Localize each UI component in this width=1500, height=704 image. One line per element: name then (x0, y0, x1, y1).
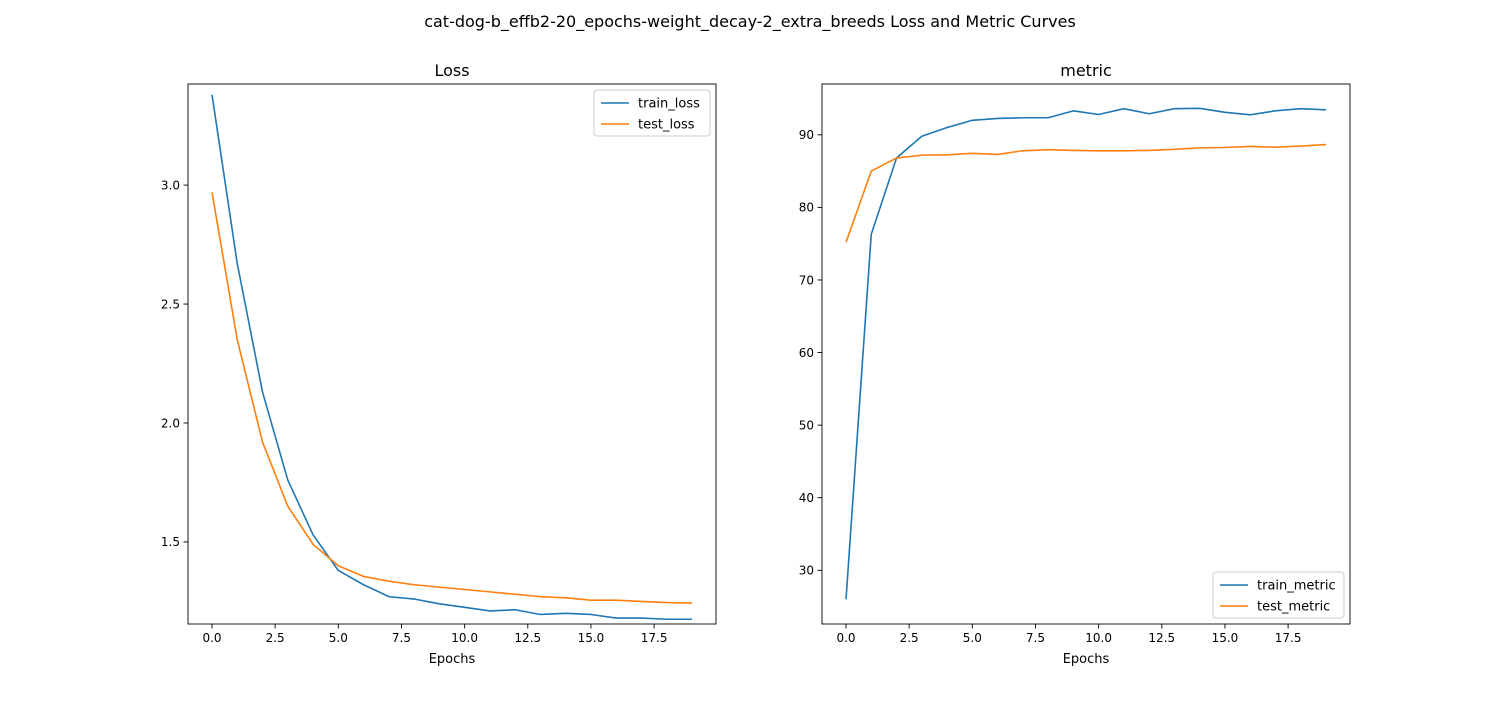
x-tick-label: 10.0 (1085, 631, 1112, 645)
chart-panel-1: Loss 0.0 2.5 5.0 7.5 10.0 12.5 15.0 17.5 1.5 2.0 2.… (161, 61, 717, 667)
x-axis-label: Epochs (1063, 652, 1110, 667)
chart-title: Loss (434, 61, 469, 80)
series-line-test_loss (211, 192, 693, 604)
y-tick-label: 2.0 (161, 416, 180, 430)
legend-entry-label: train_loss (638, 96, 700, 111)
x-tick-label: 10.0 (451, 631, 478, 645)
x-tick-label: 17.5 (641, 631, 668, 645)
legend-entry-label: test_loss (638, 117, 695, 132)
x-tick-label: 7.5 (1026, 631, 1045, 645)
x-tick-label: 0.0 (836, 631, 855, 645)
legend-entry-label: train_metric (1257, 578, 1336, 593)
y-tick-label: 80 (799, 201, 814, 215)
figure-title: cat-dog-b_effb2-20_epochs-weight_decay-2… (424, 12, 1076, 32)
x-tick-label: 0.0 (202, 631, 221, 645)
y-tick-label: 70 (799, 273, 814, 287)
x-tick-label: 5.0 (963, 631, 982, 645)
y-tick-label: 60 (799, 346, 814, 360)
legend: train_loss test_loss (593, 89, 711, 137)
series-line-train_loss (211, 94, 692, 621)
y-tick-label: 50 (799, 418, 814, 432)
axes-frame (187, 83, 717, 625)
series-line-test_metric (845, 143, 1327, 243)
axes-frame (821, 83, 1351, 625)
y-tick-label: 3.0 (161, 178, 180, 192)
y-tick-label: 30 (799, 564, 814, 578)
legend-entry-label: test_metric (1257, 599, 1330, 614)
x-tick-label: 12.5 (514, 631, 541, 645)
x-axis-label: Epochs (429, 652, 476, 667)
chart-title: metric (1060, 61, 1112, 80)
x-tick-label: 15.0 (1212, 631, 1239, 645)
y-tick-label: 90 (799, 128, 814, 142)
y-tick-label: 1.5 (161, 535, 180, 549)
legend: train_metric test_metric (1212, 571, 1345, 619)
x-tick-label: 17.5 (1275, 631, 1302, 645)
x-tick-label: 15.0 (578, 631, 605, 645)
y-tick-label: 2.5 (161, 297, 180, 311)
series-line-train_metric (845, 107, 1327, 600)
x-tick-label: 12.5 (1148, 631, 1175, 645)
x-tick-label: 5.0 (329, 631, 348, 645)
x-tick-label: 7.5 (392, 631, 411, 645)
chart-panel-2: metric 0.0 2.5 5.0 7.5 10.0 12.5 15.0 17.5 30 40 50… (799, 61, 1351, 667)
y-tick-label: 40 (799, 491, 814, 505)
x-tick-label: 2.5 (266, 631, 285, 645)
x-tick-label: 2.5 (900, 631, 919, 645)
